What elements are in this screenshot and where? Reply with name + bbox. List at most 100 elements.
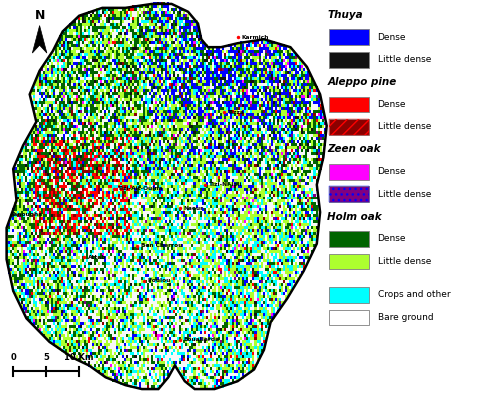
Bar	[128, 310, 130, 313]
Bar	[173, 59, 175, 62]
Bar	[66, 59, 68, 62]
Bar	[182, 373, 184, 376]
Bar	[70, 235, 71, 238]
Bar	[163, 20, 165, 23]
Bar	[151, 167, 153, 170]
Bar	[186, 226, 188, 230]
Bar	[212, 337, 214, 340]
Bar	[96, 364, 98, 367]
Bar	[146, 110, 148, 113]
Bar	[76, 158, 78, 161]
Bar	[210, 217, 212, 220]
Bar	[28, 244, 31, 247]
Bar	[206, 131, 208, 134]
Bar	[134, 376, 136, 378]
Bar	[192, 170, 194, 173]
Bar	[104, 364, 106, 367]
Bar	[260, 185, 262, 187]
Bar	[173, 241, 175, 244]
Bar	[20, 178, 22, 182]
Bar	[242, 59, 244, 62]
Bar	[262, 328, 264, 331]
Bar	[112, 161, 114, 163]
Bar	[55, 149, 57, 152]
Bar	[208, 268, 210, 271]
Bar	[252, 364, 254, 367]
Bar	[59, 200, 62, 202]
Bar	[163, 11, 165, 15]
Bar	[80, 182, 82, 185]
Bar	[112, 230, 114, 232]
Bar	[204, 274, 206, 277]
Bar	[293, 265, 295, 268]
Bar	[279, 128, 281, 131]
Bar	[302, 230, 304, 232]
Bar	[198, 289, 200, 292]
Bar	[260, 316, 262, 319]
Bar	[289, 268, 291, 271]
Bar	[242, 328, 244, 331]
Bar	[273, 101, 275, 104]
Bar	[163, 62, 165, 65]
Bar	[179, 206, 182, 208]
Bar	[157, 38, 159, 41]
Bar	[214, 361, 216, 364]
Bar	[66, 268, 68, 271]
Bar	[74, 44, 76, 47]
Bar	[159, 35, 161, 38]
Bar	[124, 119, 126, 122]
Bar	[279, 232, 281, 235]
Bar	[94, 26, 96, 29]
Bar	[268, 161, 271, 163]
Bar	[218, 301, 220, 304]
Text: Tizi-Ait-Ouina: Tizi-Ait-Ouina	[118, 186, 164, 191]
Bar	[226, 125, 228, 128]
Bar	[224, 316, 226, 319]
Bar	[175, 215, 177, 217]
Bar	[273, 74, 275, 77]
Bar	[140, 191, 142, 193]
Bar	[264, 235, 266, 238]
Bar	[122, 196, 124, 200]
Bar	[177, 274, 179, 277]
Bar	[74, 322, 76, 325]
Bar	[240, 211, 242, 215]
Bar	[224, 370, 226, 373]
Bar	[157, 59, 159, 62]
Bar	[234, 187, 236, 191]
Bar	[306, 65, 308, 68]
Bar	[98, 364, 100, 367]
Bar	[186, 325, 188, 328]
Bar	[62, 131, 64, 134]
Bar	[66, 119, 68, 122]
Bar	[43, 158, 45, 161]
Bar	[238, 331, 240, 334]
Bar	[194, 59, 196, 62]
Bar	[322, 134, 324, 137]
Bar	[206, 256, 208, 259]
Bar	[28, 158, 31, 161]
Bar	[206, 176, 208, 178]
Bar	[108, 137, 110, 140]
Bar	[238, 217, 240, 220]
Bar	[90, 41, 92, 44]
Bar	[136, 173, 138, 176]
Bar	[22, 235, 24, 238]
Bar	[62, 211, 64, 215]
Bar	[33, 167, 35, 170]
Bar	[202, 101, 203, 104]
Bar	[82, 185, 84, 187]
Bar	[126, 283, 128, 286]
Bar	[250, 328, 252, 331]
Bar	[94, 119, 96, 122]
Bar	[12, 220, 14, 223]
Bar	[291, 86, 293, 89]
Bar	[66, 337, 68, 340]
Bar	[72, 152, 74, 155]
Bar	[12, 289, 14, 292]
Bar	[228, 310, 230, 313]
Bar	[68, 271, 70, 274]
Bar	[177, 220, 179, 223]
Bar	[206, 71, 208, 74]
Bar	[268, 232, 271, 235]
